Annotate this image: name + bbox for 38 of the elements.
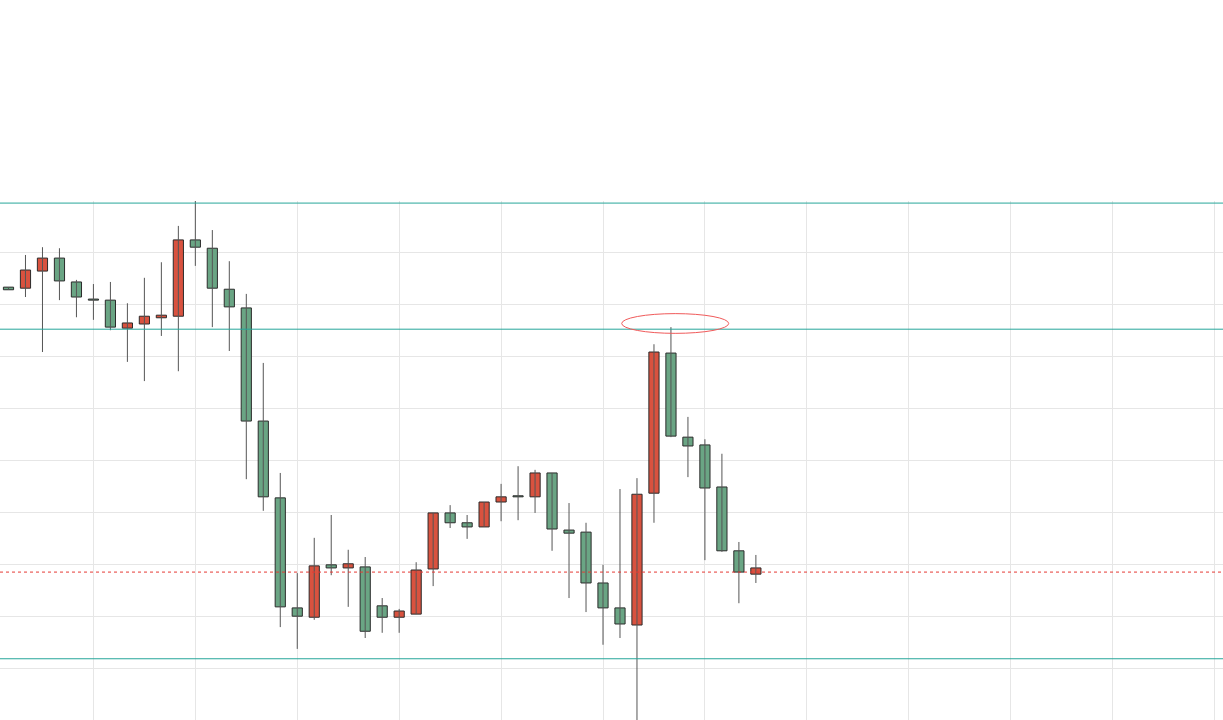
candlestick	[19, 254, 32, 298]
candlestick	[682, 416, 694, 478]
candlestick	[2, 286, 15, 291]
candlestick	[563, 502, 575, 599]
candlestick	[104, 281, 117, 331]
candlestick	[444, 504, 456, 529]
candlestick	[53, 247, 66, 301]
candlestick	[121, 302, 133, 363]
candlestick	[342, 549, 354, 608]
candlestick	[87, 283, 100, 321]
candlestick	[461, 514, 473, 540]
candlestick	[478, 501, 490, 528]
candlestick	[427, 512, 439, 587]
candlestick	[70, 279, 83, 318]
candlestick	[206, 229, 218, 328]
candlestick	[410, 561, 422, 615]
candlestick	[665, 326, 677, 438]
candlestick	[597, 564, 609, 646]
candlestick	[189, 201, 201, 267]
candlestick	[257, 362, 269, 512]
candlestick	[223, 260, 235, 352]
candlestick	[529, 469, 541, 514]
candlestick	[376, 597, 388, 634]
candlestick	[512, 465, 524, 521]
candlestick	[733, 541, 745, 604]
candlestick	[138, 277, 150, 382]
candlestick	[325, 514, 337, 576]
candlestick	[614, 488, 626, 639]
candlestick	[716, 453, 728, 553]
candlestick	[359, 556, 371, 639]
candlestick	[648, 343, 660, 524]
candlestick	[495, 483, 507, 522]
candlestick	[172, 225, 184, 372]
candlestick	[546, 472, 558, 552]
candlestick	[699, 438, 711, 561]
candlestick	[291, 572, 303, 650]
candlestick	[36, 246, 49, 353]
candlestick	[393, 608, 405, 634]
